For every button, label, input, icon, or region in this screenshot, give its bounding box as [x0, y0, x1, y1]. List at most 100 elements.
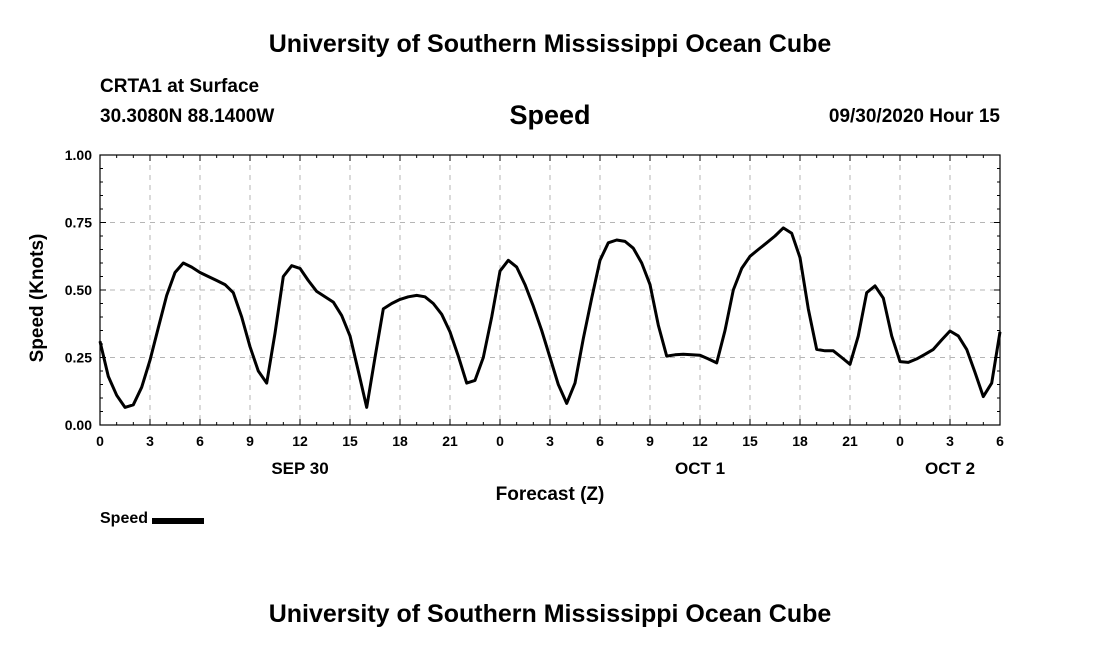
data-point: [632, 247, 635, 249]
data-point: [715, 362, 718, 364]
x-tick-label: 18: [392, 433, 408, 449]
data-point: [624, 240, 626, 243]
data-point: [940, 339, 943, 341]
data-point: [740, 267, 743, 270]
x-tick-label: 3: [546, 433, 554, 449]
data-point: [507, 259, 510, 262]
data-point: [849, 363, 851, 366]
data-point: [599, 259, 601, 262]
data-point: [890, 335, 893, 337]
data-point: [157, 327, 160, 329]
y-tick-label: 0.00: [65, 417, 92, 433]
data-point: [207, 275, 210, 278]
data-point: [515, 266, 518, 268]
data-point: [182, 262, 185, 264]
x-tick-label: 18: [792, 433, 808, 449]
data-point: [582, 337, 585, 340]
data-point: [699, 354, 701, 357]
data-point: [957, 335, 960, 337]
data-point: [432, 302, 435, 305]
y-tick-label: 1.00: [65, 147, 92, 163]
data-point: [757, 248, 760, 251]
y-tick-label: 0.25: [65, 350, 92, 366]
x-tick-label: 0: [96, 433, 104, 449]
data-point: [774, 235, 776, 237]
data-point: [590, 297, 593, 299]
data-point: [332, 301, 335, 303]
x-tick-label: 6: [196, 433, 204, 449]
x-tick-label: 9: [246, 433, 254, 449]
data-point: [149, 359, 151, 362]
data-point: [257, 370, 260, 372]
plot-frame: [99, 154, 1001, 426]
data-point: [474, 379, 476, 382]
data-point: [574, 382, 576, 384]
legend-label: Speed: [100, 510, 149, 527]
data-point: [499, 270, 501, 272]
data-point: [665, 355, 668, 357]
data-point: [382, 308, 385, 310]
data-point: [799, 256, 801, 259]
data-point: [974, 371, 976, 374]
x-axis-label: Forecast (Z): [496, 484, 605, 505]
data-point: [299, 267, 301, 270]
data-point: [915, 358, 918, 360]
x-tick-label: 12: [292, 433, 308, 449]
x-tick-label: 15: [342, 433, 358, 449]
data-point: [424, 295, 426, 298]
data-point: [615, 239, 618, 241]
data-point: [290, 264, 293, 267]
data-point: [924, 353, 926, 356]
data-point: [532, 305, 535, 308]
data-point: [140, 386, 143, 389]
data-point: [390, 302, 393, 305]
data-point: [840, 356, 843, 359]
coordinates-label: 30.3080N 88.1400W: [100, 106, 275, 127]
data-point: [282, 275, 285, 278]
day-label: OCT 2: [925, 459, 975, 478]
day-label: SEP 30: [271, 459, 328, 478]
data-point: [682, 353, 685, 356]
data-point: [465, 382, 468, 384]
data-point: [232, 291, 235, 294]
data-point: [724, 329, 726, 332]
data-point: [124, 406, 126, 409]
data-point: [315, 290, 318, 293]
data-point: [115, 394, 118, 397]
data-point: [249, 345, 251, 348]
bottom-title: University of Southern Mississippi Ocean…: [268, 600, 832, 628]
data-point: [190, 266, 193, 268]
data-point: [240, 316, 243, 318]
data-point: [524, 283, 526, 286]
data-point: [274, 332, 276, 335]
data-point: [340, 314, 343, 317]
data-point: [107, 375, 110, 378]
data-point: [732, 289, 735, 291]
y-tick-label: 0.50: [65, 282, 92, 298]
x-tick-label: 0: [896, 433, 904, 449]
data-point: [557, 383, 560, 386]
data-point: [407, 295, 410, 298]
data-point: [649, 283, 651, 286]
data-point: [815, 348, 818, 351]
data-point: [565, 402, 568, 405]
data-point: [949, 330, 951, 332]
y-tick-label: 0.75: [65, 215, 92, 231]
data-point: [224, 283, 226, 286]
station-label: CRTA1 at Surface: [100, 76, 260, 97]
data-point: [324, 295, 326, 298]
day-label: OCT 1: [675, 459, 725, 478]
x-tick-label: 6: [996, 433, 1004, 449]
data-point: [640, 262, 643, 264]
data-point: [457, 355, 460, 357]
data-point: [790, 232, 793, 235]
data-point: [549, 356, 551, 359]
data-point: [690, 354, 693, 356]
data-point: [807, 308, 810, 310]
data-point: [374, 356, 376, 359]
data-point: [707, 358, 710, 360]
timestamp-label: 09/30/2020 Hour 15: [828, 106, 1000, 127]
data-point: [449, 331, 451, 333]
data-point: [482, 356, 485, 359]
legend-swatch-speed: [152, 517, 205, 524]
